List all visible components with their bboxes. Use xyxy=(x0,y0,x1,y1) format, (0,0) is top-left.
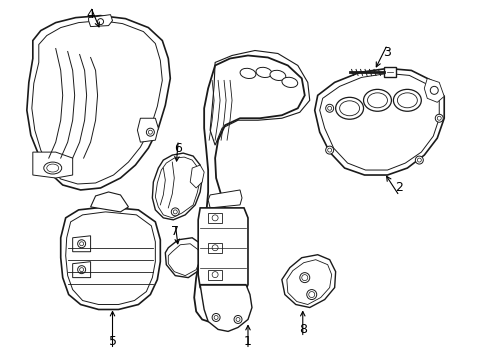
Circle shape xyxy=(148,130,152,134)
Circle shape xyxy=(434,114,442,122)
Ellipse shape xyxy=(363,89,390,111)
Circle shape xyxy=(173,210,177,214)
Circle shape xyxy=(325,104,333,112)
Ellipse shape xyxy=(256,67,271,77)
Text: 7: 7 xyxy=(171,225,179,238)
Ellipse shape xyxy=(335,97,363,119)
Polygon shape xyxy=(152,153,202,220)
Circle shape xyxy=(98,19,103,24)
Polygon shape xyxy=(190,165,203,188)
Polygon shape xyxy=(27,15,170,190)
Circle shape xyxy=(78,266,85,274)
Circle shape xyxy=(212,314,220,321)
Circle shape xyxy=(429,86,437,94)
Circle shape xyxy=(80,242,83,246)
Polygon shape xyxy=(314,68,443,175)
Circle shape xyxy=(212,272,218,278)
Text: 4: 4 xyxy=(86,8,94,21)
Circle shape xyxy=(146,128,154,136)
Polygon shape xyxy=(73,262,90,278)
Polygon shape xyxy=(33,152,73,178)
Polygon shape xyxy=(165,238,205,278)
Circle shape xyxy=(212,245,218,251)
Circle shape xyxy=(325,146,333,154)
Polygon shape xyxy=(208,213,222,223)
Circle shape xyxy=(236,318,240,321)
Ellipse shape xyxy=(282,77,297,87)
Polygon shape xyxy=(73,236,90,252)
Circle shape xyxy=(308,292,314,298)
Text: 2: 2 xyxy=(395,181,403,194)
Polygon shape xyxy=(208,270,222,280)
Circle shape xyxy=(234,315,242,323)
Circle shape xyxy=(212,215,218,221)
Polygon shape xyxy=(137,118,158,142)
Polygon shape xyxy=(198,208,247,302)
Polygon shape xyxy=(88,15,112,27)
Circle shape xyxy=(299,273,309,283)
Circle shape xyxy=(416,158,421,162)
Circle shape xyxy=(171,208,179,216)
Polygon shape xyxy=(208,190,242,208)
Circle shape xyxy=(80,268,83,272)
Text: 6: 6 xyxy=(174,141,182,155)
Ellipse shape xyxy=(269,70,285,81)
Polygon shape xyxy=(90,192,128,212)
Polygon shape xyxy=(281,255,335,307)
Circle shape xyxy=(214,315,218,319)
Circle shape xyxy=(414,156,423,164)
Circle shape xyxy=(436,116,440,120)
Bar xyxy=(384,67,396,77)
Polygon shape xyxy=(200,285,251,332)
Ellipse shape xyxy=(393,89,421,111)
Polygon shape xyxy=(208,243,222,253)
Polygon shape xyxy=(424,78,443,102)
Polygon shape xyxy=(61,207,160,310)
Circle shape xyxy=(78,240,85,248)
Polygon shape xyxy=(194,55,304,321)
Text: 1: 1 xyxy=(244,335,251,348)
Circle shape xyxy=(327,148,331,152)
Ellipse shape xyxy=(44,162,61,174)
Ellipse shape xyxy=(240,68,255,78)
Circle shape xyxy=(306,289,316,300)
Text: 8: 8 xyxy=(298,323,306,336)
Text: 3: 3 xyxy=(383,46,390,59)
Circle shape xyxy=(301,275,307,280)
Text: 5: 5 xyxy=(108,335,116,348)
Circle shape xyxy=(327,106,331,110)
